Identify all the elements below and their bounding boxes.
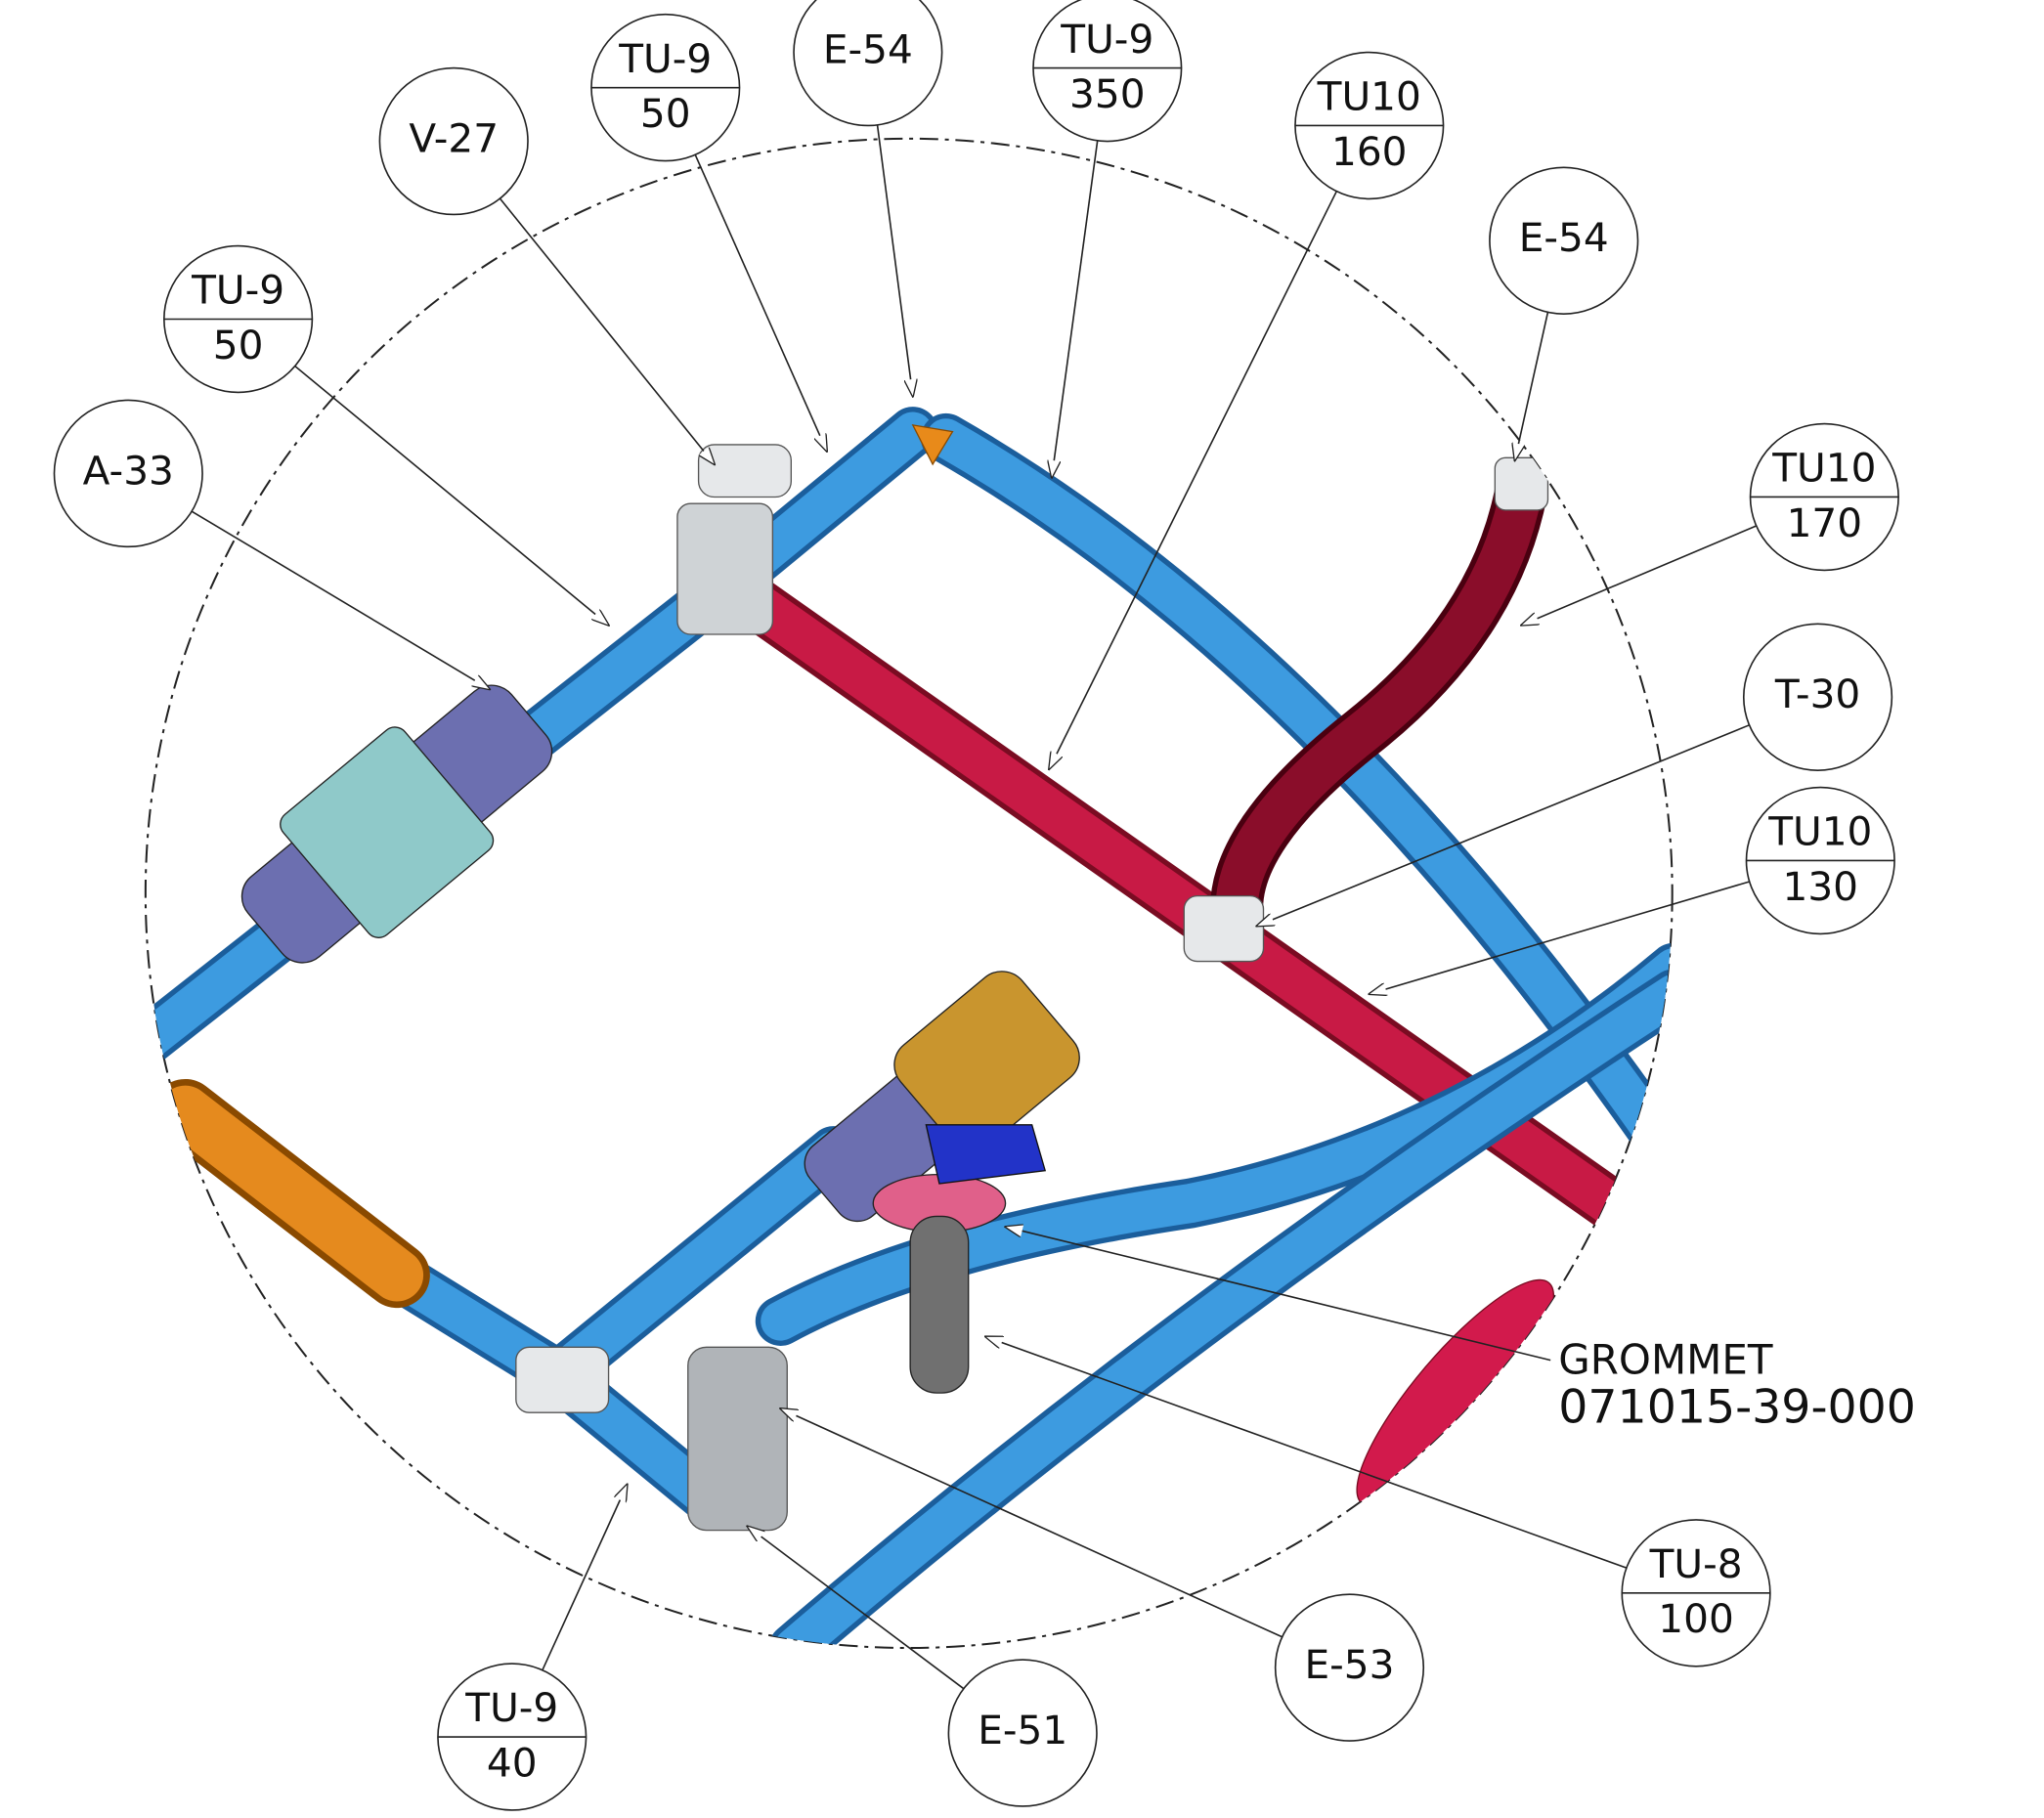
balloon-top: TU-9 [618,36,712,82]
leader-line [295,367,609,626]
balloon-top: TU-9 [464,1685,558,1731]
balloon-label: E-51 [978,1708,1067,1753]
balloon-bottom: 160 [1331,129,1407,175]
balloon-top: TU10 [1767,809,1872,855]
leader-line [500,198,714,464]
balloon-top: TU-9 [191,268,284,314]
note-name: GROMMET [1558,1335,1773,1383]
balloon-bottom: 130 [1783,864,1858,910]
balloon-label: E-54 [823,27,913,73]
balloon-bottom: 40 [487,1741,538,1787]
balloon-top: TU10 [1317,74,1421,120]
balloon-top: TU-8 [1649,1541,1743,1587]
note-part-number: 071015-39-000 [1558,1381,1916,1435]
leader-line [695,154,827,451]
balloon-bottom: 100 [1658,1596,1733,1642]
balloon-bottom: 350 [1069,71,1145,117]
balloon-bottom: 50 [640,91,691,137]
balloon-bottom: 170 [1787,500,1862,546]
balloon-label: V-27 [409,116,499,162]
balloon-label: T-30 [1774,671,1860,717]
balloon-bottom: 50 [213,323,264,368]
leader-line [878,125,913,397]
leader-line [1515,312,1548,460]
balloon-label: A-33 [83,449,174,495]
leader-line [1521,526,1756,626]
detail-view: A-33 TU-9 50 V-27 TU-9 50 E-54 TU-9 350 TU10 160 E-… [0,0,2044,1818]
leader-line [543,1485,628,1670]
balloon-label: E-54 [1519,215,1609,261]
leader-line [1052,141,1098,478]
leader-line [192,511,490,689]
balloon-top: TU10 [1771,446,1876,492]
balloon-top: TU-9 [1060,17,1153,63]
leader-line [985,1337,1627,1569]
balloon-label: E-53 [1304,1642,1394,1688]
